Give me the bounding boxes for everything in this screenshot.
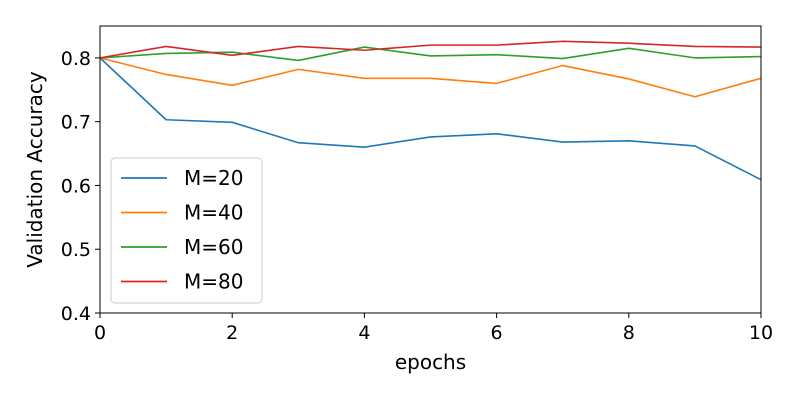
x-tick-label: 8 (623, 322, 635, 344)
legend-label: M=60 (184, 235, 243, 259)
y-tick-label: 0.5 (61, 239, 91, 261)
y-tick-label: 0.6 (61, 175, 91, 197)
series-line-m-40 (99, 57, 762, 98)
y-axis-title: Validation Accuracy (23, 71, 47, 268)
y-axis: 0.4 0.5 0.6 0.7 0.8 (61, 48, 100, 325)
legend-label: M=80 (184, 270, 243, 294)
y-tick-label: 0.7 (61, 112, 91, 134)
legend-label: M=20 (184, 166, 243, 190)
x-tick-label: 6 (491, 322, 503, 344)
series-line-m-20 (99, 57, 762, 181)
x-axis: 0 2 4 6 8 10 (94, 313, 773, 344)
series-layer (99, 40, 762, 181)
series-line-m-60 (99, 46, 762, 62)
y-tick-label: 0.8 (61, 48, 91, 70)
legend: M=20 M=40 M=60 M=80 (110, 157, 263, 304)
x-axis-title: epochs (395, 350, 466, 374)
series-line-m-80 (99, 40, 762, 59)
x-tick-label: 2 (226, 322, 238, 344)
plot-area-frame (99, 25, 762, 314)
x-tick-label: 0 (94, 322, 106, 344)
legend-box (110, 157, 263, 304)
y-tick-label: 0.4 (61, 303, 91, 325)
x-tick-label: 4 (358, 322, 370, 344)
x-tick-label: 10 (749, 322, 773, 344)
legend-label: M=40 (184, 201, 243, 225)
